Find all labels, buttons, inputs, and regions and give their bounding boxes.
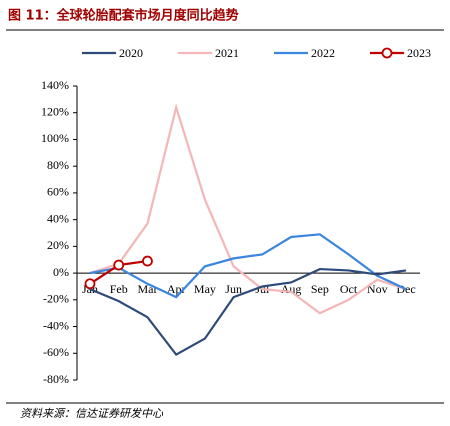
source: 资料来源：信达证券研发中心: [20, 407, 164, 420]
x-tick-label: Nov: [367, 282, 388, 296]
y-tick-label: 120%: [41, 104, 69, 118]
y-tick-label: 100%: [41, 131, 69, 145]
y-tick-label: -20%: [43, 292, 69, 306]
series-line: [89, 103, 407, 315]
legend-label: 2022: [311, 46, 335, 60]
y-tick-label: 40%: [47, 211, 69, 225]
y-tick-label: 0%: [53, 265, 69, 279]
x-tick-label: Sep: [311, 282, 329, 296]
x-tick-label: May: [194, 282, 216, 296]
legend-label: 2020: [119, 46, 143, 60]
series-line: [89, 267, 407, 357]
legend-label: 2021: [215, 46, 239, 60]
x-tick-label: Jun: [225, 282, 242, 296]
y-tick-label: 140%: [41, 78, 69, 92]
y-tick-label: -40%: [43, 318, 69, 332]
chart-title: 图 11：全球轮胎配套市场月度同比趋势: [8, 8, 239, 24]
legend-label: 2023: [407, 46, 431, 60]
y-tick-label: -80%: [43, 372, 69, 386]
y-tick-label: 60%: [47, 185, 69, 199]
y-tick-label: 20%: [47, 238, 69, 252]
x-tick-label: Feb: [110, 282, 128, 296]
point: [113, 259, 125, 271]
series-line: [89, 233, 407, 299]
point: [84, 278, 96, 290]
y-tick-label: -60%: [43, 345, 69, 359]
point: [142, 255, 153, 267]
x-tick-label: Oct: [340, 282, 358, 296]
y-tick-label: 80%: [47, 158, 69, 172]
legend-marker: [381, 47, 393, 59]
